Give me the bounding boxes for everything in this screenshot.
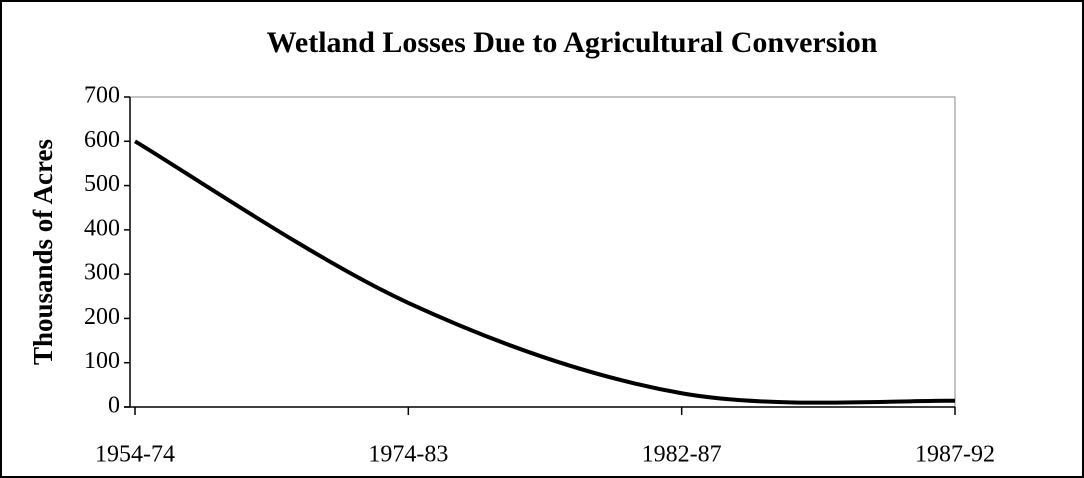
chart-title: Wetland Losses Due to Agricultural Conve… — [267, 26, 878, 59]
y-tick-label: 400 — [84, 215, 120, 241]
x-tick-label: 1954-74 — [95, 442, 175, 468]
x-tick-label: 1987-92 — [915, 442, 995, 468]
data-line — [133, 139, 956, 405]
y-tick-label: 300 — [84, 260, 120, 286]
x-tick-label: 1982-87 — [642, 442, 722, 468]
y-tick-label: 500 — [84, 171, 120, 197]
x-tick-label: 1974-83 — [368, 442, 448, 468]
y-tick-label: 0 — [108, 393, 120, 419]
y-tick-label: 100 — [84, 348, 120, 374]
y-tick-label: 600 — [84, 127, 120, 153]
y-tick-label: 200 — [84, 304, 120, 330]
y-tick-label: 700 — [84, 83, 120, 109]
y-axis-label: Thousands of Acres — [28, 139, 58, 365]
